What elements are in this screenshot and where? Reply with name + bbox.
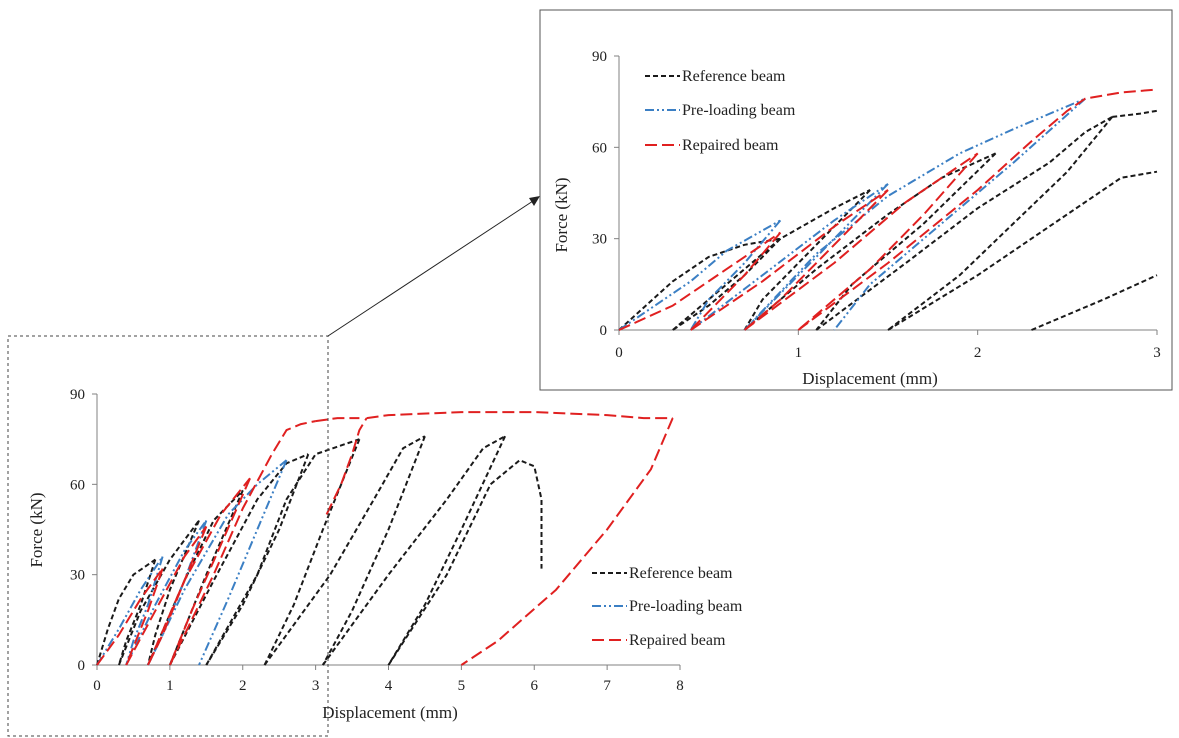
main-plot-area xyxy=(96,411,674,666)
main-series-repaired-segment xyxy=(125,568,164,666)
inset-series-reference-segment xyxy=(743,152,997,331)
main-series-repaired-segment xyxy=(125,525,208,666)
inset-frame xyxy=(539,9,1173,391)
inset-legend-label-reference: Reference beam xyxy=(682,68,786,85)
inset-series-preloading xyxy=(618,97,1086,331)
inset-series-repaired-segment xyxy=(618,231,781,331)
inset-series-reference-segment xyxy=(1031,274,1158,331)
inset-series-reference-segment xyxy=(887,116,1113,331)
main-series-preloading-segment xyxy=(125,556,164,666)
inset-y-axis-title: Force (kN) xyxy=(552,177,571,252)
main-legend: Reference beam Pre-loading beam Repaired… xyxy=(592,565,743,649)
main-legend-label-repaired: Repaired beam xyxy=(629,632,726,649)
main-series-reference-segment xyxy=(96,558,156,666)
inset-series-preloading-segment xyxy=(689,219,782,331)
inset-x-tick-label: 3 xyxy=(1153,345,1161,361)
inset-x-tick-label: 0 xyxy=(615,345,623,361)
inset-series-repaired-segment xyxy=(743,152,979,331)
main-series-reference-segment xyxy=(147,489,244,666)
main-x-tick-label: 5 xyxy=(458,678,466,694)
main-series-repaired-segment xyxy=(315,417,360,423)
main-x-tick-label: 0 xyxy=(93,678,101,694)
inset-y-tick-label: 30 xyxy=(592,232,607,248)
main-series-reference-segment xyxy=(205,438,360,666)
main-series-repaired-segment xyxy=(366,411,673,420)
main-x-tick-label: 3 xyxy=(312,678,320,694)
main-series-repaired-segment xyxy=(168,477,251,666)
zoom-arrow-head xyxy=(529,196,540,206)
inset-y-tick-label: 60 xyxy=(592,140,607,156)
inset-series-reference-segment xyxy=(672,237,782,331)
main-series-reference-segment xyxy=(117,559,157,666)
main-series-repaired-segment xyxy=(460,417,674,666)
inset-series-preloading-segment xyxy=(618,219,781,331)
main-series-repaired-segment xyxy=(96,568,164,666)
inset-series-preloading-segment xyxy=(833,97,1086,331)
inset-series-reference xyxy=(618,109,1158,331)
main-series-reference-segment xyxy=(387,459,543,666)
main-series-reference-segment xyxy=(322,435,506,666)
inset-series-preloading-segment xyxy=(690,183,889,331)
main-chart: 0 1 2 3 4 5 6 7 8 0 30 60 90 Displacement (mm) Force… xyxy=(27,387,743,722)
main-series-reference xyxy=(96,435,543,666)
main-x-tick-label: 8 xyxy=(676,678,684,694)
main-x-axis-title: Displacement (mm) xyxy=(322,703,458,722)
main-x-tick-label: 6 xyxy=(531,678,539,694)
main-x-tick-label: 7 xyxy=(603,678,611,694)
main-series-preloading-segment xyxy=(198,459,288,666)
inset-series-reference-segment xyxy=(815,116,1113,331)
inset-series-repaired-segment xyxy=(797,152,979,331)
inset-y-tick-label: 0 xyxy=(600,323,608,339)
inset-x-axis-title: Displacement (mm) xyxy=(802,369,938,388)
main-series-reference-segment xyxy=(387,435,507,666)
main-series-reference-segment xyxy=(263,435,426,666)
main-legend-label-preloading: Pre-loading beam xyxy=(629,598,743,615)
main-series-repaired-segment xyxy=(325,417,368,515)
main-series-reference-segment xyxy=(168,490,244,666)
main-y-tick-label: 60 xyxy=(70,477,85,493)
zoom-selection-box xyxy=(7,335,329,737)
inset-legend-label-preloading: Pre-loading beam xyxy=(682,102,796,119)
inset-series-repaired-segment xyxy=(689,231,782,331)
inset-series-repaired xyxy=(618,88,1158,331)
inset-y-tick-label: 90 xyxy=(592,49,607,65)
inset-x-tick-label: 2 xyxy=(974,345,982,361)
inset-series-reference-segment xyxy=(1112,109,1158,118)
main-y-tick-label: 30 xyxy=(70,568,85,584)
main-series-repaired-segment xyxy=(147,477,251,666)
main-y-tick-label: 0 xyxy=(78,658,86,674)
main-series-reference-segment xyxy=(205,453,310,666)
inset-series-repaired-segment xyxy=(743,189,889,331)
main-series-preloading-segment xyxy=(147,459,288,666)
inset-x-tick-label: 1 xyxy=(795,345,803,361)
inset-plot-area xyxy=(618,88,1158,331)
inset-legend: Reference beam Pre-loading beam Repaired… xyxy=(645,68,796,154)
main-x-tick-label: 1 xyxy=(166,678,174,694)
inset-legend-label-repaired: Repaired beam xyxy=(682,137,779,154)
main-series-reference-segment xyxy=(322,435,426,666)
inset-series-preloading-segment xyxy=(743,97,1086,331)
main-legend-label-reference: Reference beam xyxy=(629,565,733,582)
zoom-arrow-line xyxy=(327,200,534,337)
main-axes: 0 1 2 3 4 5 6 7 8 0 30 60 90 xyxy=(70,387,684,694)
main-y-tick-label: 90 xyxy=(70,387,85,403)
main-series-repaired xyxy=(96,411,674,666)
inset-series-repaired-segment xyxy=(797,88,1158,331)
main-series-reference-segment xyxy=(263,438,361,666)
main-series-reference-segment xyxy=(147,520,200,666)
inset-series-reference-segment xyxy=(815,152,997,331)
main-series-repaired-segment xyxy=(168,420,316,666)
main-y-axis-title: Force (kN) xyxy=(27,492,46,567)
inset-series-repaired-segment xyxy=(690,189,889,331)
inset-series-reference-segment xyxy=(672,189,871,331)
main-x-tick-label: 4 xyxy=(385,678,393,694)
inset-series-reference-segment xyxy=(887,170,1158,331)
inset-series-reference-segment xyxy=(743,189,871,331)
main-series-reference-segment xyxy=(169,453,309,666)
main-x-tick-label: 2 xyxy=(239,678,247,694)
main-series-preloading-segment xyxy=(96,556,164,666)
